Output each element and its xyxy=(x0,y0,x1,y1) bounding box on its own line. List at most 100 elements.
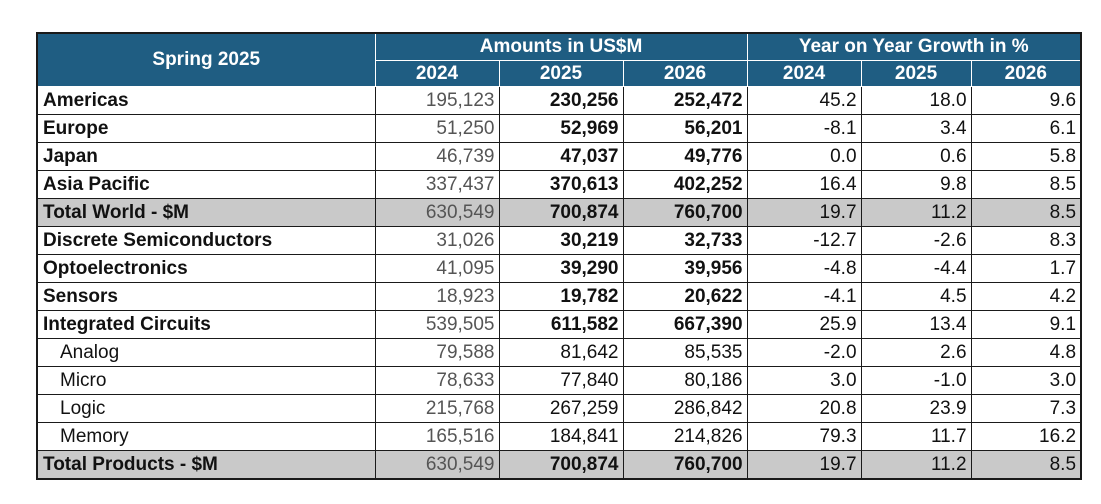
amount-cell: 267,259 xyxy=(498,394,624,423)
amount-cell: 337,437 xyxy=(374,170,500,199)
growth-cell: 19.7 xyxy=(746,198,862,227)
growth-cell: -8.1 xyxy=(746,114,862,143)
total-row: Total Products - $M 630,549 700,874 760,… xyxy=(36,450,1083,480)
growth-cell: -4.4 xyxy=(860,254,972,283)
table-row: Americas 195,123 230,256 252,472 45.2 18… xyxy=(36,86,1083,115)
growth-cell: 9.1 xyxy=(970,310,1083,339)
amount-year-header: 2026 xyxy=(622,60,748,87)
growth-cell: 79.3 xyxy=(746,422,862,451)
amount-cell: 31,026 xyxy=(374,226,500,255)
amount-cell: 80,186 xyxy=(622,366,748,395)
amount-cell: 667,390 xyxy=(622,310,748,339)
growth-cell: 4.8 xyxy=(970,338,1083,367)
amount-cell: 46,739 xyxy=(374,142,500,171)
row-label: Optoelectronics xyxy=(36,254,376,283)
growth-cell: 9.8 xyxy=(860,170,972,199)
amount-cell: 184,841 xyxy=(498,422,624,451)
amount-cell: 214,826 xyxy=(622,422,748,451)
amount-cell: 630,549 xyxy=(374,198,500,227)
amount-cell: 47,037 xyxy=(498,142,624,171)
growth-cell: 8.5 xyxy=(970,450,1083,480)
growth-cell: 0.6 xyxy=(860,142,972,171)
growth-cell: 8.3 xyxy=(970,226,1083,255)
growth-cell: 25.9 xyxy=(746,310,862,339)
amount-cell: 760,700 xyxy=(622,198,748,227)
growth-cell: 20.8 xyxy=(746,394,862,423)
growth-cell: 4.2 xyxy=(970,282,1083,311)
table-row: Integrated Circuits 539,505 611,582 667,… xyxy=(36,310,1083,339)
table-row: Japan 46,739 47,037 49,776 0.0 0.6 5.8 xyxy=(36,142,1083,171)
amount-cell: 51,250 xyxy=(374,114,500,143)
amount-cell: 760,700 xyxy=(622,450,748,480)
row-label: Micro xyxy=(36,366,376,395)
row-label: Discrete Semiconductors xyxy=(36,226,376,255)
amount-cell: 81,642 xyxy=(498,338,624,367)
growth-cell: 11.2 xyxy=(860,198,972,227)
amount-cell: 402,252 xyxy=(622,170,748,199)
amount-cell: 700,874 xyxy=(498,450,624,480)
growth-cell: -12.7 xyxy=(746,226,862,255)
amount-cell: 230,256 xyxy=(498,86,624,115)
amount-cell: 252,472 xyxy=(622,86,748,115)
growth-cell: 13.4 xyxy=(860,310,972,339)
growth-cell: 8.5 xyxy=(970,198,1083,227)
growth-cell: 11.7 xyxy=(860,422,972,451)
row-label: Japan xyxy=(36,142,376,171)
amount-cell: 39,290 xyxy=(498,254,624,283)
row-label: Sensors xyxy=(36,282,376,311)
row-label: Integrated Circuits xyxy=(36,310,376,339)
amount-cell: 18,923 xyxy=(374,282,500,311)
amount-cell: 30,219 xyxy=(498,226,624,255)
growth-group-header: Year on Year Growth in % xyxy=(746,32,1083,61)
growth-cell: 16.2 xyxy=(970,422,1083,451)
amount-cell: 19,782 xyxy=(498,282,624,311)
growth-cell: -4.1 xyxy=(746,282,862,311)
amount-year-header: 2025 xyxy=(498,60,624,87)
growth-cell: 19.7 xyxy=(746,450,862,480)
amount-cell: 56,201 xyxy=(622,114,748,143)
amount-cell: 195,123 xyxy=(374,86,500,115)
amount-cell: 286,842 xyxy=(622,394,748,423)
growth-cell: -1.0 xyxy=(860,366,972,395)
amount-cell: 85,535 xyxy=(622,338,748,367)
growth-cell: 23.9 xyxy=(860,394,972,423)
growth-cell: 5.8 xyxy=(970,142,1083,171)
row-label: Total World - $M xyxy=(36,198,376,227)
row-label: Memory xyxy=(36,422,376,451)
growth-cell: 6.1 xyxy=(970,114,1083,143)
growth-cell: 3.4 xyxy=(860,114,972,143)
amount-cell: 39,956 xyxy=(622,254,748,283)
growth-cell: 3.0 xyxy=(746,366,862,395)
row-label: Total Products - $M xyxy=(36,450,376,480)
amount-cell: 20,622 xyxy=(622,282,748,311)
growth-cell: -2.0 xyxy=(746,338,862,367)
growth-cell: 11.2 xyxy=(860,450,972,480)
amount-cell: 215,768 xyxy=(374,394,500,423)
row-label: Europe xyxy=(36,114,376,143)
growth-cell: 1.7 xyxy=(970,254,1083,283)
row-label: Americas xyxy=(36,86,376,115)
growth-cell: 0.0 xyxy=(746,142,862,171)
amount-year-header: 2024 xyxy=(374,60,500,87)
amounts-group-header: Amounts in US$M xyxy=(374,32,748,61)
growth-cell: 8.5 xyxy=(970,170,1083,199)
table-row: Asia Pacific 337,437 370,613 402,252 16.… xyxy=(36,170,1083,199)
amount-cell: 41,095 xyxy=(374,254,500,283)
amount-cell: 49,776 xyxy=(622,142,748,171)
corner-header: Spring 2025 xyxy=(36,32,376,87)
growth-cell: 9.6 xyxy=(970,86,1083,115)
growth-year-header: 2026 xyxy=(970,60,1083,87)
table-row: Analog 79,588 81,642 85,535 -2.0 2.6 4.8 xyxy=(36,338,1083,367)
amount-cell: 77,840 xyxy=(498,366,624,395)
amount-cell: 370,613 xyxy=(498,170,624,199)
table-row: Memory 165,516 184,841 214,826 79.3 11.7… xyxy=(36,422,1083,451)
row-label: Analog xyxy=(36,338,376,367)
growth-year-header: 2024 xyxy=(746,60,862,87)
amount-cell: 52,969 xyxy=(498,114,624,143)
growth-cell: -4.8 xyxy=(746,254,862,283)
growth-cell: 45.2 xyxy=(746,86,862,115)
table-row: Micro 78,633 77,840 80,186 3.0 -1.0 3.0 xyxy=(36,366,1083,395)
table-row: Discrete Semiconductors 31,026 30,219 32… xyxy=(36,226,1083,255)
table-row: Logic 215,768 267,259 286,842 20.8 23.9 … xyxy=(36,394,1083,423)
row-label: Logic xyxy=(36,394,376,423)
